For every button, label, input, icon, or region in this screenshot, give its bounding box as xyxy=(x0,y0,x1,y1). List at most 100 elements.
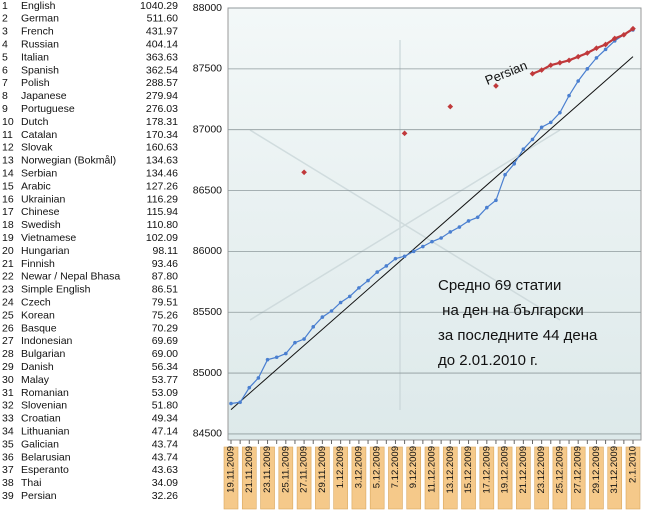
rank: 4 xyxy=(2,38,8,50)
x-label-box xyxy=(333,446,348,510)
point xyxy=(411,249,416,254)
point xyxy=(529,70,536,77)
x-label-box xyxy=(552,446,568,510)
x-tick-label: 21.12.2009 xyxy=(518,446,529,494)
language: English xyxy=(21,0,56,12)
point xyxy=(548,120,553,125)
articles-per-day: 69.69 xyxy=(152,335,178,347)
point xyxy=(611,35,618,42)
rank: 8 xyxy=(2,90,8,102)
language: Simple English xyxy=(21,284,91,296)
y-tick-label: 88000 xyxy=(193,2,222,14)
x-tick-label: 21.11.2009 xyxy=(244,446,255,493)
x-label-box xyxy=(589,446,604,510)
point xyxy=(402,254,407,259)
point xyxy=(603,47,608,52)
x-tick-label: 1.12.2009 xyxy=(335,446,346,488)
language: Bulgarian xyxy=(21,348,66,360)
articles-per-day: 69.00 xyxy=(152,348,178,360)
x-label-box xyxy=(296,446,312,510)
language: Russian xyxy=(21,38,59,50)
rank: 32 xyxy=(2,400,14,412)
language: Croatian xyxy=(21,413,61,425)
annotation: до 2.01.2010 г. xyxy=(438,352,538,369)
rank: 7 xyxy=(2,77,8,89)
point xyxy=(630,25,636,32)
x-tick-label: 29.11.2009 xyxy=(317,446,328,493)
plot-area xyxy=(227,7,642,441)
point xyxy=(547,62,554,69)
rank: 36 xyxy=(2,451,14,463)
articles-per-day: 404.14 xyxy=(146,38,178,50)
x-tick-label: 31.12.2009 xyxy=(609,446,620,494)
rank: 34 xyxy=(2,425,14,437)
articles-per-day: 134.63 xyxy=(146,155,178,167)
language: Chinese xyxy=(21,206,60,218)
annotation: на ден на български xyxy=(438,302,584,319)
x-tick-label: 25.12.2009 xyxy=(554,446,565,494)
point xyxy=(585,67,590,71)
articles-per-day: 288.57 xyxy=(146,77,178,89)
articles-per-day: 279.94 xyxy=(146,90,178,102)
rank: 38 xyxy=(2,477,14,489)
rank: 33 xyxy=(2,413,14,425)
articles-per-day: 116.29 xyxy=(147,193,178,205)
rank: 22 xyxy=(2,271,14,283)
annotation: Средно 69 статии xyxy=(438,277,561,294)
x-tick-label: 19.12.2009 xyxy=(500,446,511,494)
articles-per-day: 70.29 xyxy=(152,322,178,334)
x-tick-label: 27.11.2009 xyxy=(299,446,310,493)
articles-per-day: 75.26 xyxy=(152,309,178,321)
rank: 24 xyxy=(2,296,14,308)
language: Persian xyxy=(21,490,57,502)
y-tick-label: 85500 xyxy=(193,306,222,318)
point xyxy=(247,385,252,390)
language: Thai xyxy=(21,477,41,489)
articles-per-day: 170.34 xyxy=(146,129,178,141)
language: Galician xyxy=(21,438,59,450)
articles-per-day: 276.03 xyxy=(146,103,178,115)
x-tick-label: 27.12.2009 xyxy=(573,446,584,494)
language: Finnish xyxy=(21,258,55,270)
point xyxy=(493,83,499,89)
rank: 12 xyxy=(2,142,14,154)
x-label-box xyxy=(351,446,367,510)
rank: 2 xyxy=(2,13,8,25)
point xyxy=(567,93,571,98)
language: Esperanto xyxy=(21,464,69,476)
point xyxy=(621,31,627,38)
articles-per-day: 98.11 xyxy=(153,245,179,257)
point xyxy=(494,198,498,203)
x-label-box xyxy=(625,446,641,510)
articles-per-day: 134.46 xyxy=(146,167,178,179)
x-label-box xyxy=(461,446,476,510)
rank: 6 xyxy=(2,64,8,76)
x-tick-label: 9.12.2009 xyxy=(408,446,419,488)
point xyxy=(576,79,580,83)
articles-per-day: 56.34 xyxy=(152,361,178,373)
x-label-box xyxy=(315,446,330,510)
x-label-box xyxy=(570,446,586,510)
rank: 23 xyxy=(2,284,14,296)
x-tick-label: 5.12.2009 xyxy=(372,446,383,488)
rank: 3 xyxy=(2,26,8,38)
rank: 25 xyxy=(2,309,14,321)
language: Dutch xyxy=(21,116,49,128)
articles-per-day: 51.80 xyxy=(152,400,178,412)
point xyxy=(366,278,370,283)
x-tick-label: 25.11.2009 xyxy=(280,446,291,493)
snowflake-decoration xyxy=(249,40,561,410)
x-tick-label: 7.12.2009 xyxy=(390,446,401,488)
articles-per-day: 160.63 xyxy=(146,142,178,154)
point xyxy=(329,309,334,313)
point xyxy=(466,219,471,223)
language: Newar / Nepal Bhasa xyxy=(21,271,120,283)
articles-per-day: 363.63 xyxy=(146,51,178,63)
articles-per-day: 86.51 xyxy=(152,284,178,296)
language: Vietnamese xyxy=(21,232,76,244)
articles-per-day: 47.14 xyxy=(152,425,178,437)
x-label-box xyxy=(369,446,385,510)
rank: 31 xyxy=(2,387,14,399)
rank: 35 xyxy=(2,438,14,450)
